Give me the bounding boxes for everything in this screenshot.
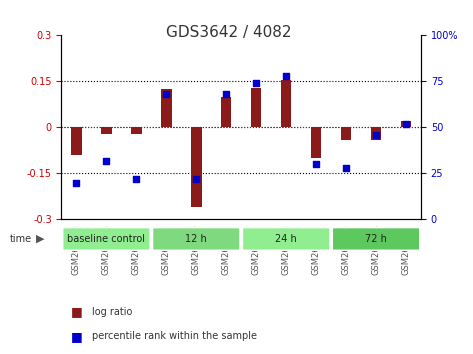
- Text: percentile rank within the sample: percentile rank within the sample: [92, 331, 257, 341]
- Text: 24 h: 24 h: [275, 234, 297, 244]
- Point: [132, 176, 140, 182]
- Text: log ratio: log ratio: [92, 307, 132, 316]
- Bar: [341, 127, 351, 140]
- Bar: [71, 127, 82, 155]
- Bar: [401, 121, 411, 127]
- Bar: [311, 127, 321, 158]
- Text: ■: ■: [71, 330, 83, 343]
- Point: [253, 80, 260, 86]
- FancyBboxPatch shape: [152, 227, 240, 251]
- Point: [342, 165, 350, 171]
- FancyBboxPatch shape: [62, 227, 150, 251]
- Point: [402, 121, 410, 127]
- Point: [282, 73, 290, 79]
- Bar: [191, 127, 201, 207]
- FancyBboxPatch shape: [242, 227, 330, 251]
- Text: ▶: ▶: [35, 234, 44, 244]
- Point: [73, 180, 80, 185]
- Bar: [221, 97, 231, 127]
- Point: [163, 91, 170, 97]
- Bar: [251, 87, 262, 127]
- Text: time: time: [9, 234, 32, 244]
- Bar: [281, 80, 291, 127]
- Text: baseline control: baseline control: [68, 234, 145, 244]
- Text: 12 h: 12 h: [185, 234, 207, 244]
- Point: [222, 91, 230, 97]
- Text: GDS3642 / 4082: GDS3642 / 4082: [166, 25, 291, 40]
- Bar: [371, 127, 381, 140]
- Point: [103, 158, 110, 164]
- Point: [372, 132, 380, 138]
- Bar: [161, 89, 172, 127]
- Text: 72 h: 72 h: [365, 234, 387, 244]
- Point: [193, 176, 200, 182]
- Bar: [131, 127, 141, 133]
- Point: [312, 161, 320, 167]
- Text: ■: ■: [71, 305, 83, 318]
- FancyBboxPatch shape: [332, 227, 420, 251]
- Bar: [101, 127, 112, 133]
